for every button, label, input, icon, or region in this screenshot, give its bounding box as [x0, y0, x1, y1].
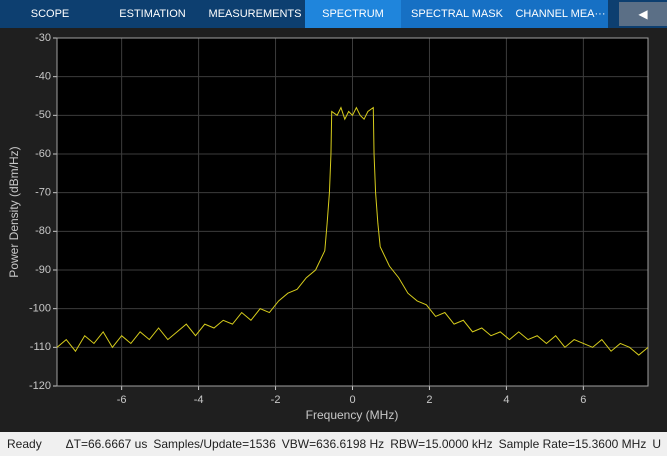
x-tick-label: 4: [503, 394, 509, 406]
x-tick-label: -6: [117, 394, 127, 406]
y-tick-label: -70: [35, 187, 51, 199]
x-tick-label: -4: [194, 394, 204, 406]
status-item: VBW=636.6198 Hz: [281, 437, 385, 451]
collapse-button[interactable]: ◀: [619, 2, 667, 26]
status-bar: Ready ΔT=66.6667 us Samples/Update=1536 …: [0, 432, 667, 456]
tab[interactable]: ESTIMATION: [119, 8, 186, 20]
tab[interactable]: SPECTRAL MASK: [401, 0, 513, 28]
status-item: RBW=15.0000 kHz: [390, 437, 493, 451]
status-item: ΔT=66.6667 us: [65, 437, 148, 451]
y-tick-label: -80: [35, 225, 51, 237]
tab[interactable]: CHANNEL MEA···: [513, 0, 608, 28]
status-item: Samples/Update=1536: [153, 437, 276, 451]
toolstrip: SCOPE ESTIMATION MEASUREMENTS SPECTRUM S…: [0, 0, 667, 28]
status-item: U: [652, 437, 661, 451]
y-tick-label: -90: [35, 264, 51, 276]
y-tick-label: -110: [30, 341, 51, 353]
tab[interactable]: SPECTRUM: [305, 0, 401, 28]
x-tick-label: -2: [271, 394, 281, 406]
y-axis-label: Power Density (dBm/Hz): [7, 146, 21, 277]
x-axis-label: Frequency (MHz): [306, 408, 399, 422]
y-tick-label: -30: [35, 32, 51, 44]
status-item: Sample Rate=15.3600 MHz: [498, 437, 647, 451]
x-tick-label: 2: [426, 394, 432, 406]
y-tick-label: -60: [35, 148, 51, 160]
tab[interactable]: MEASUREMENTS: [208, 8, 302, 20]
y-tick-label: -50: [35, 109, 51, 121]
tab[interactable]: SCOPE: [30, 8, 70, 20]
y-tick-label: -120: [29, 380, 51, 392]
y-tick-label: -40: [35, 71, 51, 83]
y-tick-label: -100: [29, 303, 51, 315]
spectrum-trace: [56, 106, 649, 356]
x-tick-label: 6: [580, 394, 586, 406]
plot-frame: [56, 37, 649, 387]
x-tick-label: 0: [349, 394, 355, 406]
status-state: Ready: [7, 437, 42, 451]
chart: Frequency (MHz) Power Density (dBm/Hz) -…: [7, 32, 649, 422]
